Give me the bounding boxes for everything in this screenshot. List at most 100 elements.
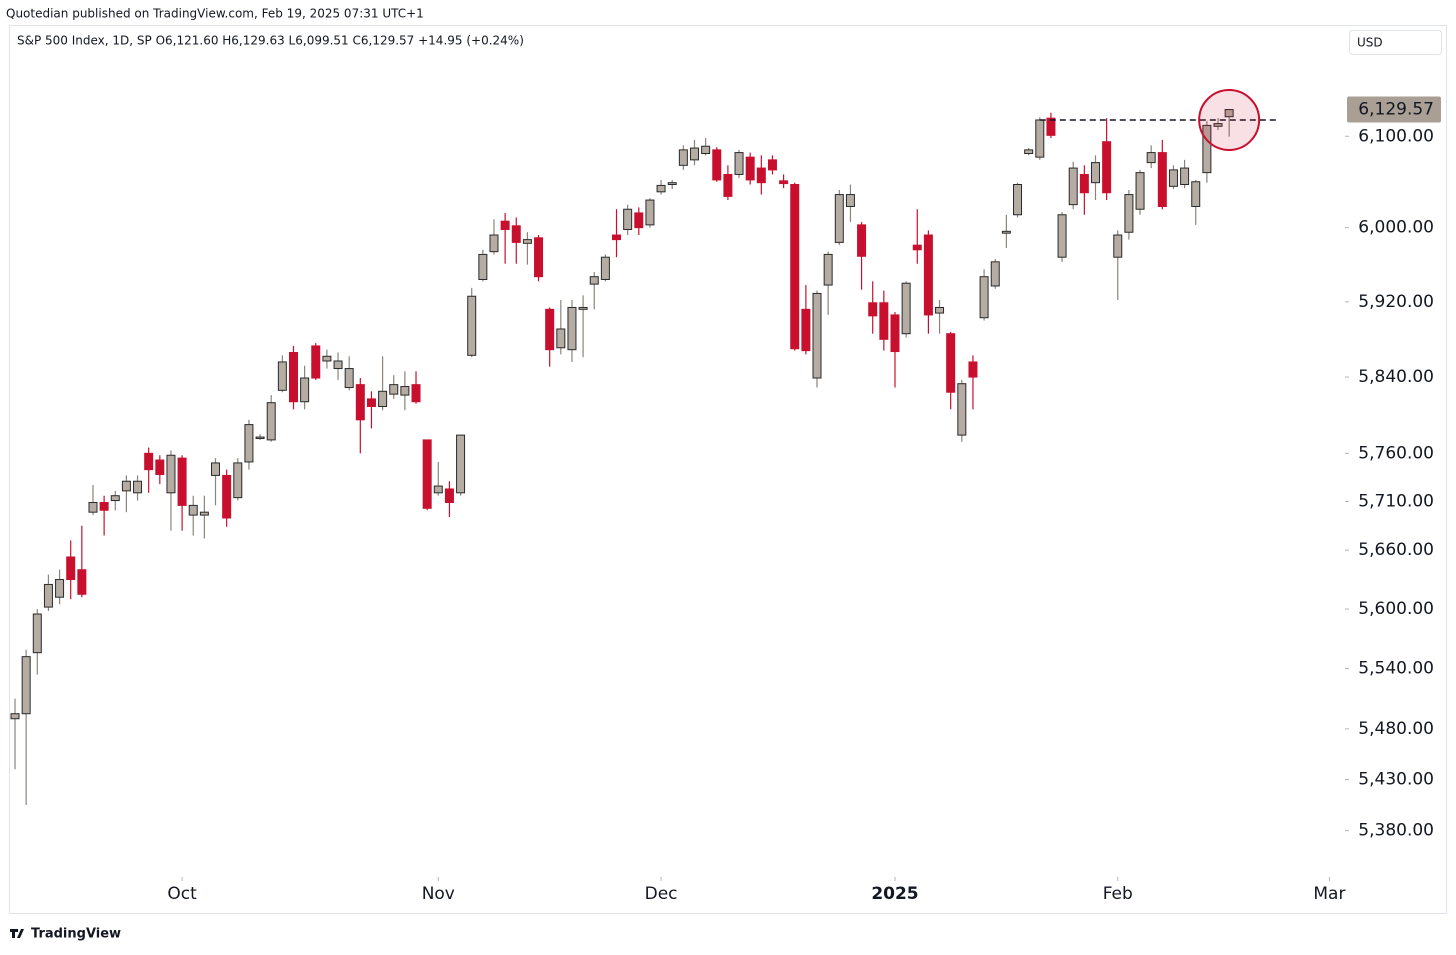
candle-body [1180,167,1190,185]
candle-body [712,149,722,181]
candle-body [857,224,867,257]
candle-body [344,368,354,388]
candle-body [66,556,76,581]
candle-body [21,656,31,715]
y-tick-label: 5,600.00 [1358,599,1434,619]
candle-body [110,495,120,502]
y-tick-label: 6,100.00 [1358,126,1434,146]
footer-logo [10,929,24,938]
candle-body [756,167,766,184]
candle-body [923,234,933,316]
candle-body [578,306,588,310]
candle-body [355,384,365,421]
candle-body [99,501,109,511]
candle-body [545,308,555,351]
chart-frame [9,25,1447,914]
candle-body [556,328,566,349]
candle-body [868,302,878,317]
candle-body [790,183,800,350]
candle-body [701,145,711,155]
highlight-circle [1198,88,1261,151]
candle-body [433,485,443,494]
candle-body [277,361,287,391]
candle-body [634,212,644,229]
candle-body [333,360,343,370]
candle-body [1191,181,1201,207]
currency-button[interactable] [1349,30,1442,55]
candle-body [767,159,777,171]
candle-body [55,579,65,598]
candle-body [600,256,610,280]
candle-body [589,276,599,285]
candle-body [534,237,544,278]
x-tick-label: Feb [1103,884,1133,904]
candle-body [1157,152,1167,207]
candle-body [1213,123,1223,127]
candle-body [801,308,811,352]
candle-body [444,488,454,503]
candle-body [77,569,87,595]
candle-body [255,436,265,440]
y-tick-label: 6,000.00 [1358,218,1434,238]
candle-body [1001,230,1011,234]
candle-body [779,180,789,185]
x-tick-label: Dec [645,884,678,904]
candle-body [879,302,889,340]
candle-body [422,439,432,509]
candle-body [400,386,410,396]
candle-body [233,462,243,499]
candle-body [845,194,855,207]
last-price-box [1347,96,1441,123]
y-tick-label: 5,760.00 [1358,443,1434,463]
currency-label[interactable]: USD [1357,36,1383,50]
brand: TradingView [31,927,121,942]
candle-body [300,377,310,403]
candle-body [1024,149,1034,155]
candle-body [32,613,42,654]
candle-body [489,234,499,253]
candle-body [177,457,187,506]
candle-body [834,194,844,243]
logo-mark [17,929,24,938]
x-tick-label: 2025 [871,884,918,904]
candle-body [979,276,989,319]
candle-body [990,261,1000,287]
candle-body [957,383,967,436]
y-tick-label: 5,710.00 [1358,492,1434,512]
y-tick-label: 5,840.00 [1358,367,1434,387]
candle-body [166,454,176,494]
candle-body [188,504,198,516]
candle-body [266,402,276,441]
candle-body [244,424,254,463]
x-tick-label: Nov [422,884,455,904]
candle-body [734,152,744,175]
candle-body [678,149,688,166]
candle-body [155,459,165,475]
candle-body [946,333,956,393]
x-tick-label: Mar [1313,884,1345,904]
candle-body [745,156,755,181]
x-tick-label: Oct [167,884,197,904]
candle-body [366,398,376,407]
candle-body [723,173,733,197]
candle-body [1202,124,1212,174]
candle-body [288,352,298,403]
candle-body [121,480,131,492]
last-price-label: 6,129.57 [1358,100,1434,120]
candle-body [211,462,221,476]
candle-body [968,361,978,378]
candle-body [411,384,421,403]
candle-body [667,182,677,185]
logo-mark [12,929,15,938]
candle-body [890,314,900,353]
candle-body [1013,183,1023,216]
candle-body [199,511,209,516]
candle-body [1224,109,1234,118]
candle-body [311,345,321,379]
y-tick-label: 5,920.00 [1358,292,1434,312]
y-tick-label: 5,540.00 [1358,659,1434,679]
candle-body [10,713,20,720]
candle-body [1102,141,1112,194]
candle-body [812,292,822,379]
